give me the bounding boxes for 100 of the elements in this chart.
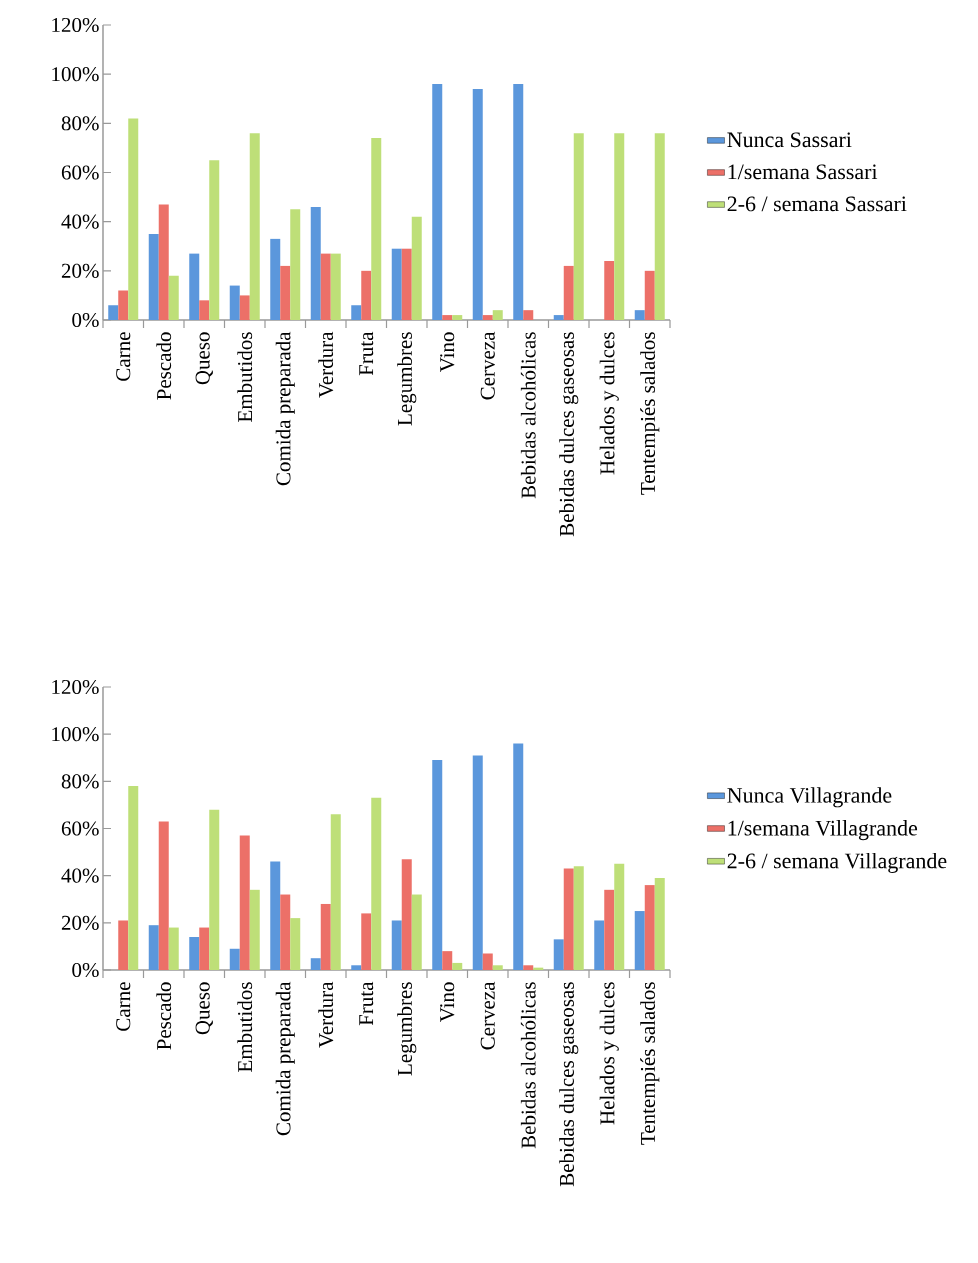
x-tick-label: Queso: [195, 332, 213, 385]
bar: [310, 206, 321, 320]
y-tick-label: 100%: [52, 727, 99, 742]
x-tick-label: Vino: [440, 332, 455, 373]
y-tick-label: 60%: [61, 165, 99, 180]
bar: [351, 965, 362, 970]
bar: [644, 885, 655, 970]
bar: [452, 962, 463, 970]
x-tick-label: Tentempiés salados: [640, 332, 660, 495]
bar: [118, 290, 129, 320]
bar: [411, 216, 422, 320]
bar: [482, 953, 493, 970]
x-tick-label: Cerveza: [480, 981, 495, 1050]
bar: [432, 760, 443, 970]
x-tick-label: Bebidas dulces gaseosas: [559, 982, 579, 1187]
x-tick-label: Bebidas dulces gaseosas: [559, 332, 579, 537]
bar: [563, 265, 574, 320]
bar: [168, 927, 179, 970]
legend-label: Nunca Sassari: [727, 132, 852, 148]
bar: [594, 920, 605, 970]
x-tick-label: Vino: [440, 982, 455, 1023]
bar: [432, 83, 443, 320]
bar: [320, 253, 331, 320]
bar: [553, 939, 564, 970]
bar: [492, 310, 503, 320]
bar: [168, 275, 179, 320]
legend-label: 1/semana Sassari: [728, 164, 878, 180]
bar: [523, 310, 534, 320]
y-tick-label: 0%: [72, 312, 99, 328]
bar: [351, 305, 362, 320]
bar: [209, 809, 220, 970]
bar: [310, 958, 321, 970]
x-tick-label: Comida preparada: [275, 331, 295, 486]
bar: [573, 866, 584, 970]
bar: [239, 835, 250, 970]
x-tick-label: Fruta: [359, 331, 374, 376]
bar: [330, 253, 341, 320]
y-tick-label: 120%: [52, 679, 99, 695]
bar: [320, 903, 331, 970]
bar: [189, 253, 200, 320]
bar: [229, 285, 240, 320]
bar: [158, 204, 169, 320]
bar: [523, 965, 534, 970]
y-tick-label: 20%: [61, 915, 99, 930]
x-tick-label: Fruta: [359, 981, 374, 1026]
bar: [128, 118, 139, 320]
y-tick-label: 40%: [61, 214, 99, 229]
bar: [361, 913, 372, 970]
x-tick-label: Pescado: [156, 332, 172, 400]
x-tick-label: Helados y dulces: [599, 982, 619, 1125]
y-tick-label: 20%: [61, 263, 99, 278]
x-tick-label: Legumbres: [397, 332, 417, 426]
x-tick-label: Helados y dulces: [599, 332, 619, 475]
bar: [290, 209, 301, 320]
bar: [108, 305, 119, 320]
y-tick-label: 80%: [61, 774, 99, 789]
bar: [563, 868, 574, 970]
y-tick-label: 80%: [61, 116, 99, 131]
bar: [239, 295, 250, 320]
bar: [280, 894, 291, 970]
x-tick-label: Queso: [195, 982, 213, 1035]
bar: [118, 920, 129, 970]
x-tick-label: Verdura: [318, 981, 334, 1048]
bar: [199, 927, 210, 970]
bar: [442, 315, 453, 320]
y-tick-label: 60%: [61, 821, 99, 836]
bar: [148, 233, 159, 320]
bar: [604, 260, 615, 320]
bar: [361, 270, 372, 320]
bar: [492, 965, 503, 970]
legend-label: 2-6 / semana Villagrande: [727, 852, 947, 873]
bar: [128, 786, 139, 970]
bar: [442, 951, 453, 970]
bar: [644, 270, 655, 320]
bar: [614, 133, 625, 320]
bar: [249, 889, 260, 970]
bar: [604, 889, 615, 970]
legend-label: 1/semana Villagrande: [728, 820, 918, 841]
x-tick-label: Comida preparada: [275, 981, 295, 1136]
y-tick-label: 0%: [72, 962, 99, 978]
bar: [371, 797, 382, 970]
bar: [270, 861, 281, 970]
bar: [209, 160, 220, 320]
bar: [634, 310, 645, 320]
y-tick-label: 100%: [52, 67, 99, 82]
bar: [290, 918, 301, 970]
bar: [391, 920, 402, 970]
bar: [482, 315, 493, 320]
bar: [401, 248, 412, 320]
bar: [452, 315, 463, 320]
bar: [371, 138, 382, 320]
x-tick-label: Bebidas alcohólicas: [520, 332, 536, 499]
bar: [270, 238, 281, 320]
bar: [401, 859, 412, 970]
bar: [158, 821, 169, 970]
x-tick-label: Bebidas alcohólicas: [520, 982, 536, 1149]
bar: [249, 133, 260, 320]
legend-label: Nunca Villagrande: [727, 787, 892, 808]
x-tick-label: Pescado: [156, 982, 172, 1050]
bar: [634, 911, 645, 970]
